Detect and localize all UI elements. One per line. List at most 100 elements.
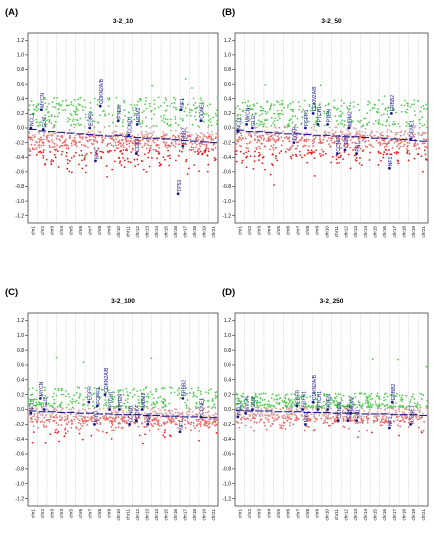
data-point xyxy=(109,415,111,418)
data-point xyxy=(270,144,273,147)
data-point xyxy=(126,143,128,146)
x-tick-label: chr17 xyxy=(182,509,187,521)
data-point xyxy=(93,97,96,100)
data-point xyxy=(318,103,321,106)
data-point xyxy=(111,429,113,432)
gene-label: FGFR1 xyxy=(304,109,310,126)
data-point xyxy=(396,145,399,148)
data-point xyxy=(366,122,369,125)
data-point xyxy=(295,402,298,405)
data-point xyxy=(264,168,266,171)
data-point xyxy=(215,432,218,434)
data-point xyxy=(383,142,386,145)
data-point xyxy=(367,402,369,405)
data-point xyxy=(105,431,108,434)
data-point xyxy=(300,110,303,113)
data-point xyxy=(284,126,287,129)
data-point xyxy=(305,406,307,409)
data-point xyxy=(183,136,185,139)
data-point xyxy=(188,413,191,416)
data-point xyxy=(147,144,150,147)
gene-label: PTEN xyxy=(326,109,332,123)
data-point xyxy=(422,429,425,432)
y-tick-label: -0.4 xyxy=(15,155,24,161)
x-tick-label: chr13 xyxy=(144,509,149,521)
data-point xyxy=(31,148,34,151)
data-point xyxy=(157,396,160,399)
y-tick-label: 1.2 xyxy=(224,318,231,324)
data-point xyxy=(32,103,35,106)
data-point xyxy=(269,405,272,407)
data-point xyxy=(194,142,197,144)
data-point xyxy=(217,135,219,137)
data-point xyxy=(267,136,270,139)
data-point xyxy=(267,133,270,136)
data-point xyxy=(113,396,116,398)
data-point xyxy=(165,413,168,415)
data-point xyxy=(55,422,58,424)
data-point xyxy=(178,392,181,395)
data-point xyxy=(122,416,125,419)
data-point xyxy=(189,429,192,432)
data-point xyxy=(195,111,197,114)
data-point xyxy=(318,110,321,113)
y-tick-label: 0.2 xyxy=(224,392,231,398)
data-point xyxy=(292,134,295,137)
data-point xyxy=(279,408,282,411)
data-point xyxy=(160,415,163,418)
data-point xyxy=(249,118,251,121)
data-point xyxy=(270,117,273,119)
data-point xyxy=(326,114,329,117)
data-point xyxy=(215,132,218,135)
data-point xyxy=(370,130,373,133)
data-point xyxy=(169,420,172,423)
data-point xyxy=(67,393,70,395)
data-point xyxy=(94,139,97,142)
data-point xyxy=(296,398,298,400)
data-point xyxy=(143,135,146,137)
data-point xyxy=(396,131,399,134)
data-point xyxy=(327,110,330,113)
data-point xyxy=(211,423,214,425)
data-point xyxy=(43,416,45,419)
data-point xyxy=(331,141,334,144)
data-point xyxy=(136,150,139,153)
data-point xyxy=(96,153,98,156)
data-point xyxy=(210,148,213,151)
data-point xyxy=(250,134,253,137)
data-point xyxy=(70,171,73,174)
data-point xyxy=(418,133,421,136)
data-point xyxy=(176,423,178,426)
data-point xyxy=(186,399,189,401)
data-point xyxy=(377,135,379,138)
data-point xyxy=(413,402,416,405)
data-point xyxy=(164,411,167,414)
data-point xyxy=(159,395,162,398)
data-point xyxy=(188,392,191,394)
data-point xyxy=(307,419,310,422)
data-point xyxy=(44,386,46,389)
data-point xyxy=(379,141,381,144)
data-point xyxy=(369,398,372,401)
data-point xyxy=(360,164,363,167)
data-point xyxy=(153,113,155,116)
data-point xyxy=(73,99,76,101)
data-point xyxy=(404,416,407,419)
data-point xyxy=(212,414,215,416)
data-point xyxy=(30,416,33,419)
data-point xyxy=(384,124,387,127)
data-point xyxy=(339,110,342,113)
data-point xyxy=(125,140,128,143)
data-point xyxy=(297,141,299,144)
data-point xyxy=(104,113,106,116)
data-point xyxy=(290,157,293,160)
x-tick-label: chr16 xyxy=(382,509,387,521)
data-point xyxy=(54,431,57,434)
data-point xyxy=(282,414,285,417)
gene-marker xyxy=(88,126,92,130)
data-point xyxy=(406,147,408,150)
data-point xyxy=(43,398,46,400)
data-point xyxy=(424,145,426,148)
data-point xyxy=(334,115,337,118)
data-point xyxy=(359,133,362,136)
